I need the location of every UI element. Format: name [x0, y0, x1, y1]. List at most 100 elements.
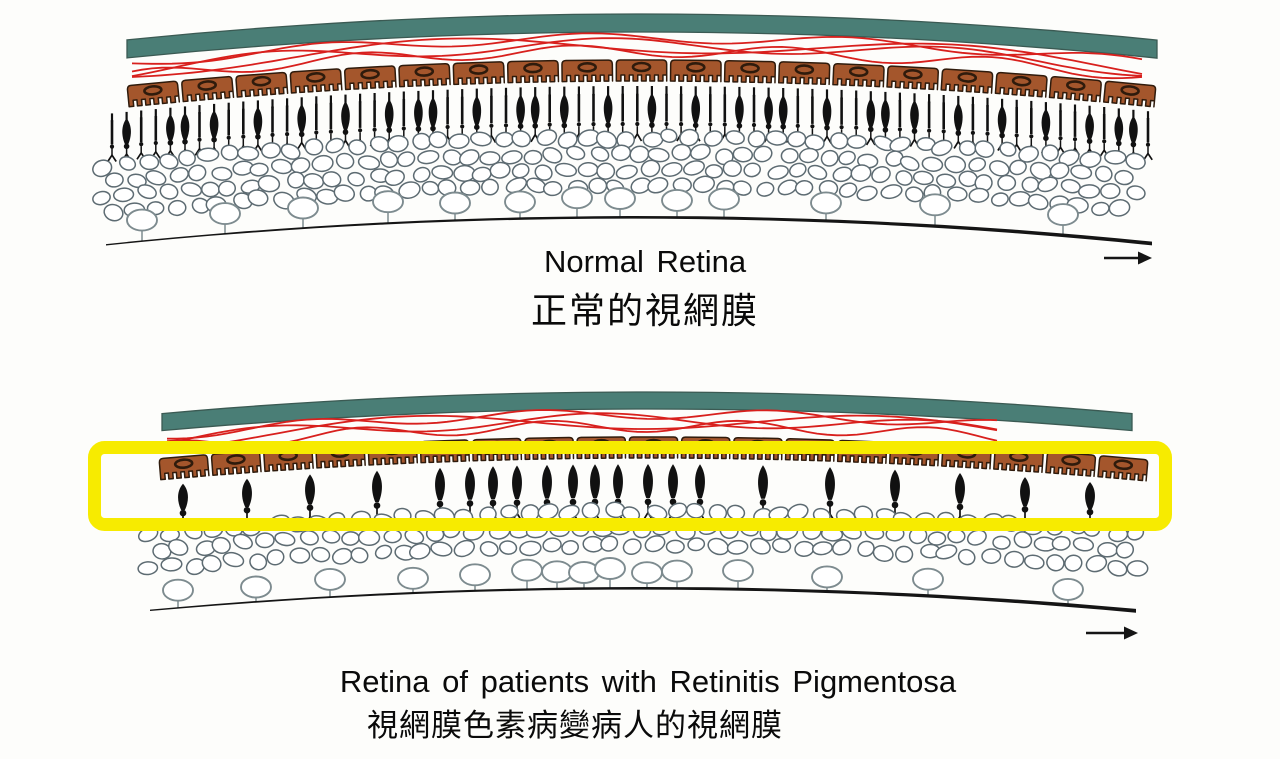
cone-cell — [953, 102, 963, 131]
surviving-cone-cell — [178, 483, 188, 511]
bipolar-cell — [162, 578, 194, 602]
rpe-cell — [1048, 76, 1102, 103]
cone-cell — [1085, 112, 1094, 140]
rpe-cell — [158, 454, 210, 481]
rpe-cell — [1045, 451, 1097, 478]
cone-cell — [209, 110, 219, 138]
bipolar-cell — [1052, 577, 1084, 601]
cone-cell — [428, 97, 438, 127]
rpe-cell — [1102, 80, 1157, 108]
surviving-cone-cell — [695, 464, 705, 499]
surviving-cone-cell — [643, 464, 653, 498]
cone-cell — [910, 100, 919, 129]
photoreceptor-loss-highlight-box — [88, 441, 1172, 531]
cone-cell — [822, 96, 832, 126]
surviving-cone-cell — [305, 474, 315, 505]
direction-arrow — [1104, 251, 1152, 265]
cone-cell — [559, 93, 569, 124]
cone-cell — [253, 107, 263, 135]
choroid-vessels — [131, 32, 1143, 80]
surviving-cone-cell — [590, 464, 600, 499]
rpe-cell — [669, 59, 722, 83]
cone-cell — [472, 95, 482, 125]
surviving-cone-cell — [668, 464, 678, 499]
bipolar-cell — [314, 567, 346, 591]
cone-cell — [530, 94, 540, 124]
sclera-choroid-band — [161, 391, 1133, 432]
bipolar-cell — [568, 561, 600, 584]
surviving-cone-cell — [1085, 482, 1095, 510]
rpe-cell — [723, 59, 777, 84]
bipolar-cell — [372, 190, 404, 214]
rpe-cell — [344, 65, 397, 91]
bipolar-cell — [126, 208, 158, 232]
normal-retina-illustration — [92, 13, 1158, 265]
bipolar-cell — [240, 575, 272, 599]
bipolar-cell — [1047, 203, 1079, 227]
bipolar-cell — [561, 186, 593, 210]
bipolar-cell — [504, 190, 536, 214]
cone-cell — [866, 98, 876, 128]
bipolar-cell — [459, 563, 491, 587]
bipolar-cell — [209, 202, 241, 226]
surviving-cone-cell — [435, 467, 445, 501]
rpe-cell — [615, 59, 668, 82]
surviving-cone-cell — [512, 465, 522, 499]
rpe-cell — [1097, 455, 1149, 482]
rp-retina-illustration — [137, 391, 1149, 640]
surviving-cone-cell — [613, 464, 623, 499]
bipolar-cell — [541, 560, 573, 584]
rpe-cell — [994, 71, 1048, 98]
cone-cell — [691, 93, 701, 124]
cone-cell — [1041, 108, 1051, 137]
surviving-cone-cell — [890, 469, 900, 502]
cone-cell — [735, 94, 744, 124]
bipolar-cell — [912, 567, 944, 591]
rpe-cell — [886, 65, 939, 91]
inner-retina-baseline — [150, 587, 1136, 613]
surviving-cone-cell — [825, 467, 835, 500]
surviving-cone-cell — [568, 464, 578, 499]
surviving-cone-cell — [542, 464, 552, 499]
normal-retina-label-en: Normal Retina — [543, 244, 747, 279]
choroid-vessels — [166, 409, 998, 451]
rpe-cell — [289, 68, 343, 94]
vessel-strand — [131, 44, 1143, 80]
bipolar-cell — [397, 566, 429, 590]
bipolar-cell — [811, 565, 843, 589]
rpe-cell — [561, 59, 614, 83]
cone-cell — [1114, 114, 1124, 142]
rpe-cell — [506, 59, 560, 84]
vessel-strand — [131, 37, 1143, 77]
rpe-cell — [126, 80, 181, 108]
cone-cell — [997, 105, 1007, 134]
bipolar-cell — [287, 196, 319, 220]
bipolar-cell — [708, 187, 740, 211]
rp-retina-label-zh: 視網膜色素病變病人的視網膜 — [367, 708, 783, 743]
bipolar-cell — [594, 557, 626, 580]
vessel-strand — [166, 412, 998, 445]
bipolar-cell — [439, 191, 471, 215]
cone-cell — [603, 93, 613, 123]
bipolar-cell — [511, 558, 543, 582]
cone-cell — [647, 93, 657, 123]
bipolar-cell — [661, 188, 693, 212]
bipolar-cell — [604, 187, 636, 210]
rpe-cell — [210, 450, 262, 477]
cone-cell — [341, 101, 350, 130]
cone-cell — [516, 94, 525, 124]
vessel-strand — [166, 419, 998, 447]
bipolar-cell — [810, 191, 842, 215]
cone-cell — [778, 95, 788, 125]
inner-retina-baseline — [106, 216, 1152, 246]
rpe-cell — [398, 62, 451, 88]
bipolar-cell — [661, 559, 693, 583]
rpe-cell — [181, 75, 235, 103]
cone-cell — [166, 114, 175, 141]
surviving-cone-cell — [488, 466, 498, 500]
surviving-cone-cell — [242, 478, 252, 507]
cone-cell — [122, 118, 131, 145]
bipolar-cell — [722, 559, 754, 583]
